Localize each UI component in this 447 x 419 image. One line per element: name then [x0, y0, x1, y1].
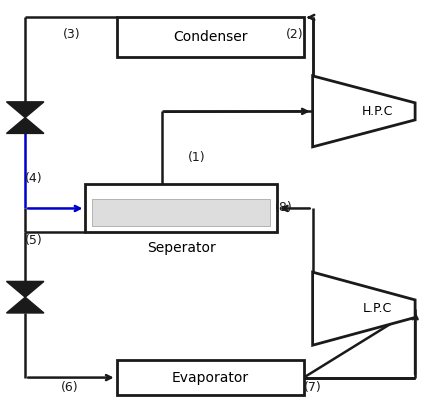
Text: (2): (2) — [286, 28, 304, 41]
Text: (5): (5) — [25, 234, 43, 247]
FancyBboxPatch shape — [85, 184, 277, 233]
Text: L.P.C: L.P.C — [363, 302, 392, 315]
Polygon shape — [312, 272, 415, 345]
Text: Condenser: Condenser — [173, 30, 247, 44]
Polygon shape — [7, 282, 44, 297]
Text: (1): (1) — [188, 151, 206, 164]
Polygon shape — [7, 102, 44, 118]
Text: (8): (8) — [275, 201, 292, 214]
Polygon shape — [7, 118, 44, 133]
FancyBboxPatch shape — [92, 199, 270, 226]
Text: Evaporator: Evaporator — [172, 370, 249, 385]
FancyBboxPatch shape — [117, 360, 304, 396]
Text: (4): (4) — [25, 172, 43, 185]
Text: (7): (7) — [304, 381, 321, 394]
Text: Seperator: Seperator — [147, 241, 215, 255]
Polygon shape — [312, 76, 415, 147]
Text: (6): (6) — [61, 381, 79, 394]
FancyBboxPatch shape — [117, 18, 304, 57]
Polygon shape — [7, 297, 44, 313]
Text: (3): (3) — [63, 28, 81, 41]
Text: H.P.C: H.P.C — [362, 105, 393, 118]
